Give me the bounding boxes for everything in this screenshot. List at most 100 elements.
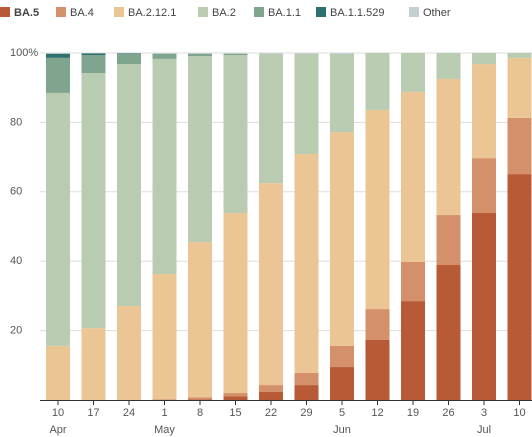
bar-segment [294,372,319,386]
x-tick-label: 17 [87,407,99,419]
legend-label: BA.2 [212,7,236,19]
x-tick-label: 10 [52,407,64,419]
y-tick-label: 60 [10,186,22,198]
bar-segment [294,53,319,55]
bar-segment [401,53,425,92]
bar-segment [507,174,532,400]
x-tick-label: 5 [339,407,345,419]
bar-segment [436,215,461,266]
x-tick-label: 29 [300,407,312,419]
bar-segment [223,212,248,394]
bar-segment [365,53,390,110]
bar-segment [188,56,212,243]
y-tick-label: 100% [10,47,38,59]
bar-segment [223,53,248,54]
bar-segment [436,79,461,216]
bar-segment [223,53,248,56]
bar-segment [330,367,354,400]
x-tick-label: 12 [371,407,383,419]
bar-segment [46,345,70,400]
legend-label: BA.1.1.529 [330,7,384,19]
bar-segment [188,242,212,398]
legend-label: BA.4 [70,7,94,19]
month-label: Jun [333,424,351,436]
bar-segment [294,385,319,400]
bar-segment [401,301,425,400]
bar-segment [188,53,212,54]
legend-swatch [198,7,208,17]
x-tick-label: 1 [161,407,167,419]
legend-swatch [254,7,264,17]
bar-segment [294,153,319,373]
legend-swatch [409,7,419,17]
bar-segment [117,305,141,400]
bar-segment [259,183,283,386]
bar-segment [46,92,70,346]
x-tick-label: 10 [513,407,525,419]
bar-segment [152,53,177,59]
bar-segment [330,132,354,346]
bar-segment [507,57,532,118]
legend-swatch [0,7,10,17]
x-tick-label: 15 [229,407,241,419]
y-tick-label: 40 [10,255,22,267]
bar-segment [188,53,212,57]
bar-segment [81,73,106,329]
x-tick-label: 8 [197,407,203,419]
y-tick-label: 80 [10,116,22,128]
bar-segment [223,55,248,213]
bar-segment [259,392,283,400]
bar-segment [330,54,354,133]
bar-segment [365,339,390,400]
bar-segment [152,53,177,54]
bar-segment [117,64,141,306]
legend: BA.5 BA.4 BA.2.12.1 BA.2 BA.1.1 BA.1.1.529 Oth… [0,7,451,19]
bar-segment [472,64,496,159]
legend-label: BA.2.12.1 [128,7,176,19]
bar-segment [436,53,461,80]
bar-segment [330,345,354,368]
legend-label: BA.5 [14,7,39,19]
bar-segment [46,53,70,54]
bar-segment [152,274,177,400]
bar-segment [259,385,283,393]
legend-swatch [114,7,124,17]
bar-segment [507,53,532,58]
bar-segment [81,328,106,400]
bar-segment [507,117,532,175]
bar-segment [365,109,390,310]
x-tick-label: 19 [407,407,419,419]
bar-segment [436,265,461,400]
legend-swatch [316,7,326,17]
x-tick-label: 3 [481,407,487,419]
x-tick-label: 24 [123,407,135,419]
bar-segment [472,53,496,65]
bar-segment [294,54,319,154]
x-tick-label: 22 [265,407,277,419]
month-label: Jul [477,424,491,436]
bar-segment [117,54,141,65]
month-label: May [154,424,175,436]
y-tick-label: 20 [10,325,22,337]
bar-segment [223,393,248,397]
legend-swatch [56,7,66,17]
bar-segment [188,397,212,400]
bar-segment [401,91,425,262]
bar-segment [401,261,425,302]
month-label: Apr [49,424,66,436]
bar-segment [117,53,141,55]
legend-label: Other [423,7,451,19]
bar-segment [365,309,390,340]
bar-segment [81,53,106,56]
bar-segment [188,399,212,400]
legend-label: BA.1.1 [268,7,301,19]
bar-segment [46,53,70,58]
x-tick-label: 26 [442,407,454,419]
bar-segment [46,57,70,93]
bar-segment [472,212,496,400]
bar-segment [259,54,283,184]
bar-segment [152,58,177,275]
bar-segment [259,53,283,55]
bar-segment [330,53,354,55]
